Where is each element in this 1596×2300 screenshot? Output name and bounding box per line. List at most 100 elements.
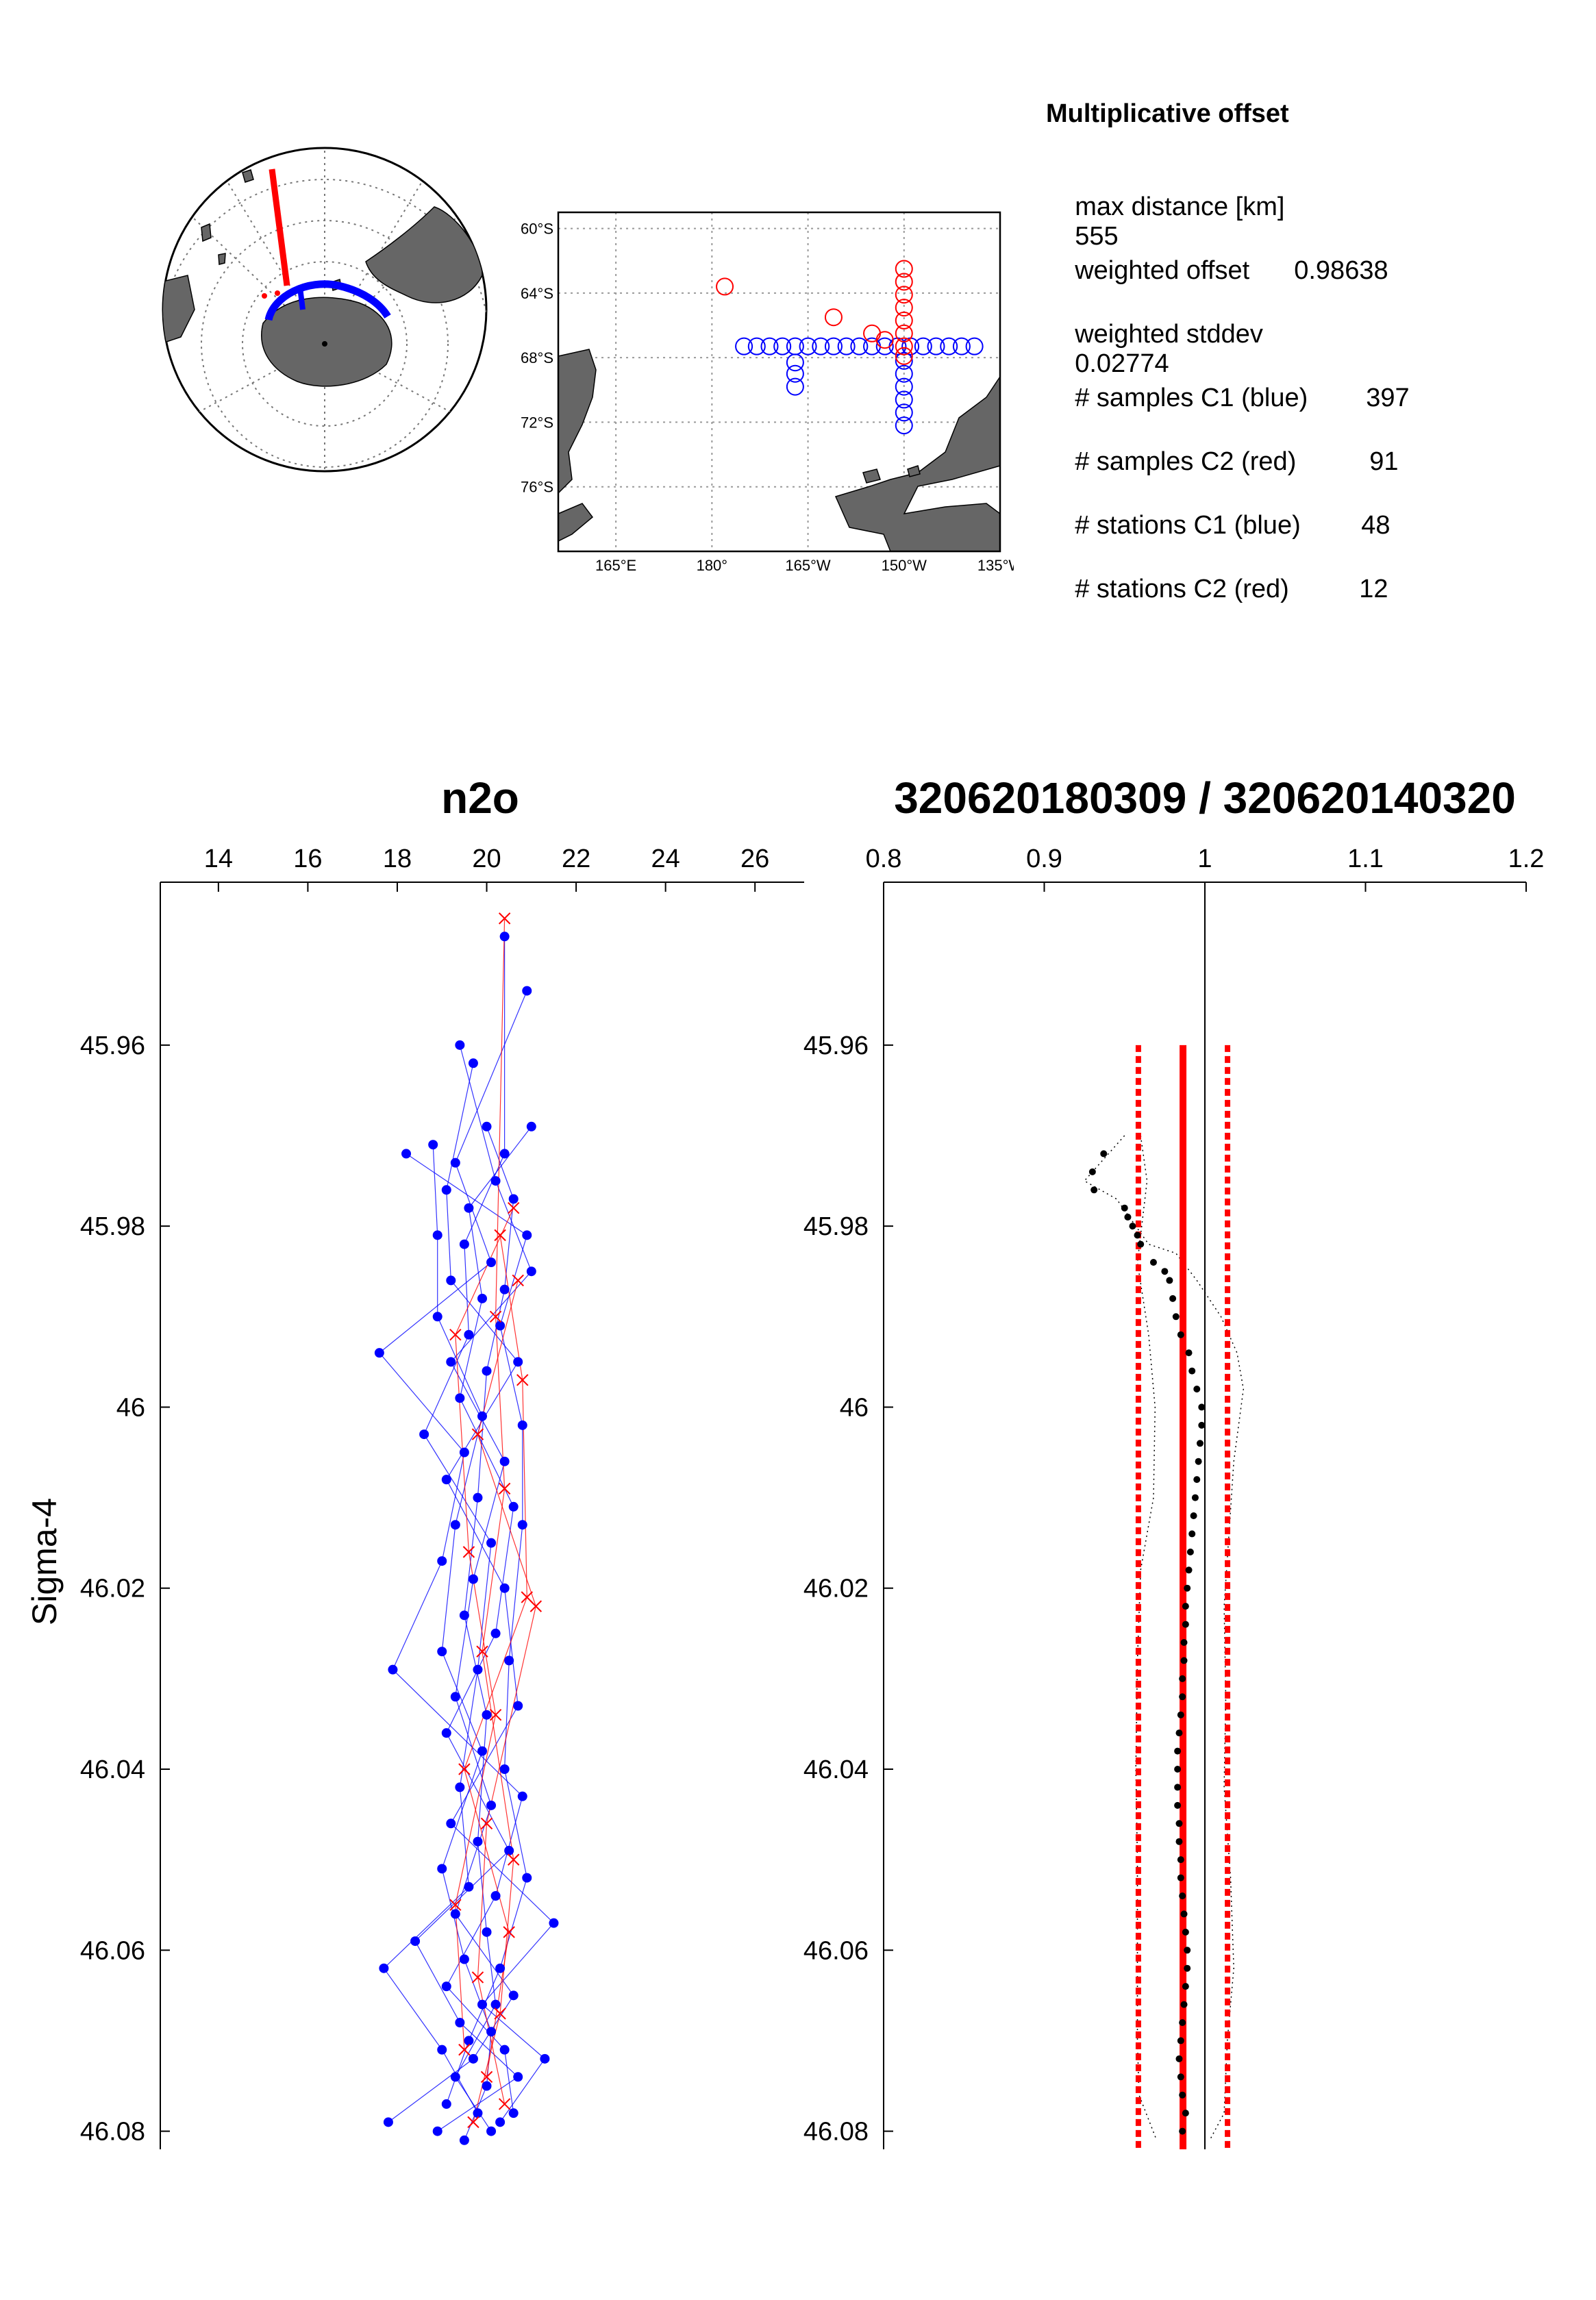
ratio-point xyxy=(1137,1240,1145,1248)
c1-sample-point xyxy=(495,2117,506,2127)
c1-sample-point xyxy=(508,2108,519,2118)
y-tick-label: 46.06 xyxy=(80,1936,145,1965)
c1-sample-point xyxy=(464,1203,474,1213)
cross-stroke xyxy=(471,1971,484,1984)
c2-sample-point xyxy=(494,2008,506,2020)
station-marker-c2 xyxy=(895,347,913,365)
x-tick-label: 1.1 xyxy=(1347,845,1384,873)
y-tick-label: 46.08 xyxy=(803,2118,869,2147)
c1-sample-point xyxy=(450,1520,460,1530)
x-tick-label: 18 xyxy=(383,845,412,873)
station-marker-c2 xyxy=(875,331,894,349)
ratio-point xyxy=(1182,2110,1189,2117)
station-marker-c1 xyxy=(895,377,913,396)
ratio-point xyxy=(1175,2055,1183,2062)
c1-sample-point xyxy=(464,1329,474,1340)
c1-sample-point xyxy=(513,2072,523,2082)
ratio-point xyxy=(1179,1693,1186,1701)
c1-sample-point xyxy=(490,1999,501,2010)
ratio-point xyxy=(1172,1313,1180,1321)
c1-sample-point xyxy=(504,1655,514,1666)
c2-sample-point xyxy=(512,1274,524,1287)
c1-sample-point xyxy=(513,1701,523,1711)
c1-sample-point xyxy=(459,1239,469,1249)
ratio-point xyxy=(1193,1476,1201,1484)
c1-sample-point xyxy=(508,1990,519,2001)
ratio-point xyxy=(1179,2019,1186,2026)
c2-sample-point xyxy=(449,1899,462,1911)
cross-stroke xyxy=(462,1546,475,1558)
c2-profile-line xyxy=(455,1208,514,2050)
ratio-point xyxy=(1161,1268,1169,1275)
longitude-label: 150°W xyxy=(882,557,927,574)
ratio-point xyxy=(1180,1639,1188,1646)
station-marker-c2 xyxy=(824,308,843,327)
summary-line: # samples C2 (red) 91 xyxy=(1046,418,1399,506)
summary-value: 397 xyxy=(1366,384,1410,412)
c2-sample-point xyxy=(449,1329,462,1341)
station-marker-c2 xyxy=(895,286,913,304)
latitude-label: 64°S xyxy=(521,285,553,302)
cross-stroke xyxy=(480,1817,493,1829)
ratio-point xyxy=(1198,1421,1206,1429)
cross-stroke xyxy=(449,1329,462,1341)
summary-label: # stations C1 (blue) xyxy=(1075,511,1301,540)
cross-stroke xyxy=(498,912,511,925)
ratio-point xyxy=(1174,1766,1182,1773)
c1-sample-point xyxy=(477,1411,487,1421)
c1-sample-point xyxy=(486,2126,497,2136)
c1-sample-point xyxy=(504,1845,514,1855)
c1-sample-point xyxy=(477,1293,487,1303)
c1-sample-point xyxy=(450,2072,460,2082)
c1-sample-point xyxy=(499,1583,510,1593)
n2o-profile-chart: n2o Sigma-4 14 16 18 20 22 24 26 45.96 45.98 46 46… xyxy=(25,773,804,2149)
ratio-point xyxy=(1175,1838,1183,1845)
ratio-point xyxy=(1177,1711,1184,1718)
ratio-point xyxy=(1186,1548,1194,1555)
c1-sample-point xyxy=(549,1918,559,1928)
y-tick-label: 46.02 xyxy=(80,1575,145,1603)
station-marker-c1 xyxy=(895,390,913,409)
x-tick-label: 0.8 xyxy=(866,845,902,873)
ratio-point xyxy=(1188,1367,1196,1375)
latitude-tick-labels: 60°S 64°S 68°S 72°S 76°S xyxy=(521,221,553,496)
station-marker-c2 xyxy=(895,324,913,342)
ratio-point xyxy=(1088,1168,1096,1175)
c1-sample-point xyxy=(495,1963,506,1973)
ratio-point xyxy=(1179,1675,1186,1682)
c1-sample-point xyxy=(464,2036,474,2046)
regional-land xyxy=(558,349,1001,552)
c1-sample-point xyxy=(441,1982,451,1992)
c2-sample-point xyxy=(507,1853,520,1866)
c1-sample-point xyxy=(499,1284,510,1295)
longitude-label: 180° xyxy=(697,557,728,574)
summary-value: 555 xyxy=(1075,222,1119,251)
c2-sample-point xyxy=(498,912,511,925)
station-marker-c1 xyxy=(837,337,856,355)
ratio-point xyxy=(1195,1458,1202,1465)
x-tick-label: 16 xyxy=(293,845,322,873)
c1-sample-point xyxy=(437,1647,447,1657)
c1-sample-point xyxy=(490,1176,501,1186)
station-marker-c1 xyxy=(786,377,804,396)
c1-sample-point xyxy=(522,1230,532,1240)
c1-sample-point xyxy=(482,2081,492,2091)
c1-sample-point xyxy=(459,2135,469,2145)
latitude-label: 72°S xyxy=(521,414,553,431)
longitude-label: 135°W xyxy=(977,557,1014,574)
c1-sample-point xyxy=(482,1710,492,1720)
cross-stroke xyxy=(489,1310,502,1323)
y-tick-label: 46.04 xyxy=(803,1755,869,1784)
x-tick-label: 1 xyxy=(1197,845,1212,873)
station-marker-c2 xyxy=(895,260,913,278)
c2-sample-point xyxy=(489,1310,502,1323)
summary-label: # samples C2 (red) xyxy=(1075,447,1297,476)
summary-label: max distance [km] xyxy=(1075,192,1285,221)
x-tick-label: 22 xyxy=(562,845,590,873)
cross-stroke xyxy=(529,1600,543,1612)
summary-value: 91 xyxy=(1369,447,1399,476)
c1-sample-point xyxy=(446,1357,456,1367)
c1-sample-point xyxy=(468,1058,478,1068)
ratio-point xyxy=(1179,2091,1186,2099)
summary-value: 48 xyxy=(1361,511,1391,540)
